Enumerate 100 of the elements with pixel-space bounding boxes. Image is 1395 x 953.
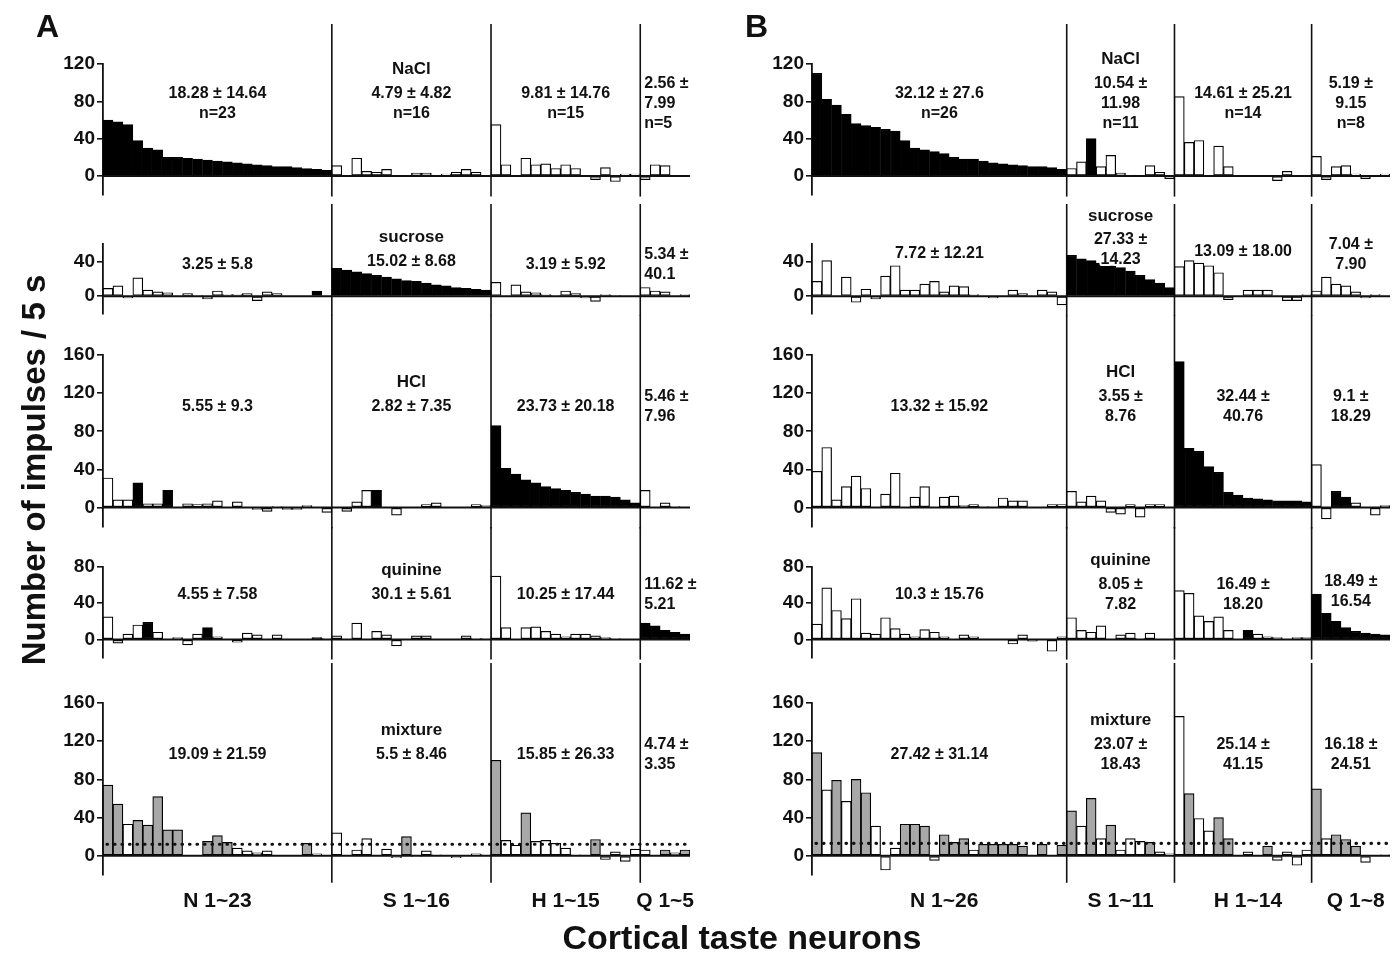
chart-subtitle: sucrose	[1087, 205, 1154, 225]
annotation: 25.14 ± 41.15	[1216, 734, 1270, 772]
annotation: 13.09 ± 18.00	[1194, 241, 1293, 259]
annotation: 18.28 ± 14.64 n=23	[168, 83, 267, 121]
y-tick-label: 0	[793, 284, 804, 306]
x-tick-label: Q 1~5	[636, 888, 695, 912]
annotation: 5.46 ± 7.96	[644, 386, 689, 424]
annotation: 10.54 ± 11.98 n=11	[1093, 73, 1148, 131]
annotation: 27.33 ± 14.23	[1093, 230, 1148, 268]
annotation: 3.25 ± 5.8	[181, 255, 254, 273]
y-tick-label: 40	[73, 805, 95, 827]
x-tick-label: N 1~26	[910, 888, 979, 912]
chart-subtitle: mixture	[1089, 710, 1152, 730]
x-tick-label: H 1~15	[531, 888, 601, 912]
annotation: 4.79 ± 4.82 n=16	[371, 83, 452, 121]
annotation: 4.74 ± 3.35	[644, 734, 689, 772]
annotation: 27.42 ± 31.14	[890, 744, 989, 762]
annotation: 5.19 ± 9.15 n=8	[1328, 73, 1374, 131]
y-tick-label: 40	[782, 805, 804, 827]
annotation: 5.5 ± 8.46	[375, 744, 448, 762]
y-tick-label: 160	[772, 691, 804, 713]
y-tick-label: 0	[84, 164, 95, 186]
y-tick-label: 160	[772, 343, 804, 365]
annotation: 10.25 ± 17.44	[516, 584, 615, 602]
annotation: 10.3 ± 15.76	[894, 584, 984, 602]
y-tick-label: 120	[772, 52, 804, 74]
annotation: 18.49 ± 16.54	[1324, 571, 1378, 609]
annotation: 2.82 ± 7.35	[371, 396, 452, 414]
annotation: 15.85 ± 26.33	[516, 744, 615, 762]
chart-title: A	[36, 8, 60, 45]
y-tick-label: 80	[782, 419, 804, 441]
annotation: 9.1 ± 18.29	[1330, 386, 1371, 424]
y-tick-label: 120	[772, 381, 804, 403]
y-tick-label: 80	[782, 767, 804, 789]
annotation: 32.12 ± 27.6 n=26	[894, 83, 984, 121]
annotation: 19.09 ± 21.59	[168, 744, 267, 762]
y-tick-label: 40	[782, 591, 804, 613]
annotation: 3.19 ± 5.92	[525, 255, 606, 273]
annotation: 11.62 ± 5.21	[644, 574, 697, 612]
x-tick-label: S 1~16	[382, 888, 450, 912]
y-tick-label: 80	[782, 555, 804, 577]
chart-subtitle: NaCl	[392, 58, 431, 78]
annotation: 3.55 ± 8.76	[1098, 386, 1143, 424]
y-tick-label: 80	[73, 555, 95, 577]
annotation: 8.05 ± 7.82	[1098, 574, 1143, 612]
y-tick-label: 40	[73, 591, 95, 613]
annotation: 32.44 ± 40.76	[1216, 386, 1270, 424]
y-tick-label: 160	[63, 691, 95, 713]
y-tick-label: 0	[793, 627, 804, 649]
chart-title: B	[745, 8, 769, 45]
y-tick-label: 40	[782, 249, 804, 271]
x-tick-label: N 1~23	[183, 888, 252, 912]
chart-subtitle: NaCl	[1101, 48, 1140, 68]
y-tick-label: 40	[73, 249, 95, 271]
annotation: 2.56 ± 7.99 n=5	[644, 73, 689, 131]
y-tick-label: 80	[73, 419, 95, 441]
text: HCl	[396, 372, 427, 392]
y-tick-label: 40	[782, 457, 804, 479]
y-tick-label: 0	[84, 495, 95, 517]
annotation: 7.04 ± 7.90	[1328, 235, 1374, 273]
y-tick-label: 40	[73, 126, 95, 148]
annotation: 16.49 ± 18.20	[1216, 574, 1270, 612]
x-tick-label: S 1~11	[1087, 888, 1154, 912]
y-tick-label: 0	[84, 284, 95, 306]
y-tick-label: 0	[84, 843, 95, 865]
chart-subtitle: quinine	[381, 559, 442, 579]
y-tick-label: 80	[73, 767, 95, 789]
annotation: 16.18 ± 24.51	[1324, 734, 1378, 772]
annotation: 23.07 ± 18.43	[1093, 734, 1148, 772]
x-tick-label: Q 1~8	[1326, 888, 1385, 912]
y-tick-label: 80	[73, 89, 95, 111]
y-tick-label: 120	[772, 729, 804, 751]
y-axis-title: Number of impulses / 5 s	[15, 273, 53, 668]
y-tick-label: 160	[63, 343, 95, 365]
y-tick-label: 40	[782, 126, 804, 148]
y-tick-label: 0	[84, 627, 95, 649]
annotation: 4.55 ± 7.58	[177, 584, 258, 602]
x-tick-label: H 1~14	[1213, 888, 1283, 912]
y-tick-label: 120	[63, 729, 95, 751]
annotation: 7.72 ± 12.21	[894, 244, 984, 262]
y-tick-label: 80	[782, 89, 804, 111]
text: HCl	[1105, 362, 1136, 382]
annotation: 30.1 ± 5.61	[371, 584, 452, 602]
text: mixture	[380, 720, 443, 740]
annotation: 13.32 ± 15.92	[890, 396, 989, 414]
y-tick-label: 120	[63, 52, 95, 74]
annotation: 14.61 ± 25.21 n=14	[1194, 83, 1293, 121]
annotation: 23.73 ± 20.18	[516, 396, 615, 414]
y-tick-label: 0	[793, 843, 804, 865]
chart-subtitle: quinine	[1090, 549, 1151, 569]
y-tick-label: 40	[73, 457, 95, 479]
annotation: 5.55 ± 9.3	[181, 396, 254, 414]
y-tick-label: 0	[793, 164, 804, 186]
annotation: 5.34 ± 40.1	[644, 245, 689, 283]
chart-subtitle: sucrose	[378, 227, 445, 247]
annotation: 15.02 ± 8.68	[366, 251, 456, 269]
x-axis-title: Cortical taste neurons	[561, 918, 923, 953]
annotation: 9.81 ± 14.76 n=15	[521, 83, 611, 121]
y-tick-label: 0	[793, 495, 804, 517]
y-tick-label: 120	[63, 381, 95, 403]
